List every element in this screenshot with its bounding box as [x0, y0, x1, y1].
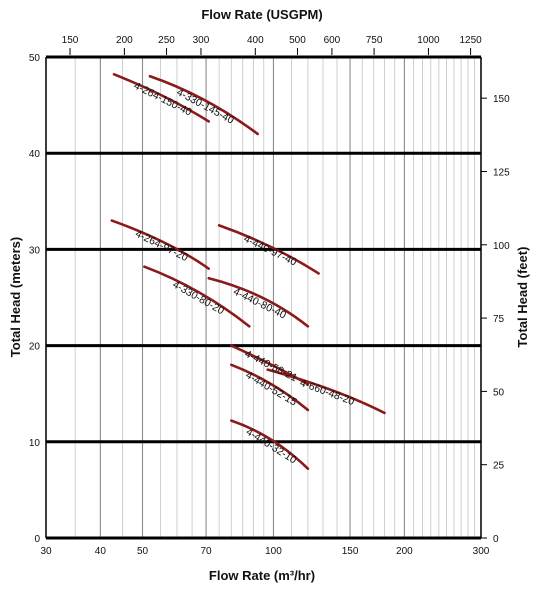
- y-left-tick-label: 30: [29, 245, 41, 256]
- x-top-tick-label: 1000: [417, 35, 440, 46]
- x-top-tick-label: 200: [116, 35, 133, 46]
- y-axis-left-title: Total Head (meters): [8, 237, 23, 357]
- x-bottom-tick-label: 100: [265, 546, 282, 557]
- x-top-tick-label: 150: [62, 35, 79, 46]
- x-bottom-tick-label: 50: [137, 546, 149, 557]
- x-axis-bottom-title: Flow Rate (m³/hr): [209, 568, 315, 583]
- pump-curve: [229, 363, 310, 412]
- x-top-tick-label: 600: [324, 35, 341, 46]
- x-top-tick-label: 750: [366, 35, 383, 46]
- y-axis-right-title: Total Head (feet): [515, 247, 530, 348]
- pump-curve: [143, 265, 251, 328]
- x-bottom-tick-label: 150: [342, 546, 359, 557]
- y-left-tick-label: 40: [29, 149, 41, 160]
- pump-curves: [110, 73, 386, 471]
- y-right-tick-label: 50: [493, 387, 505, 398]
- pump-curve: [217, 224, 320, 275]
- x-top-tick-label: 1250: [459, 35, 482, 46]
- y-right-tick-label: 75: [493, 314, 505, 325]
- x-bottom-tick-label: 200: [396, 546, 413, 557]
- y-right-tick-label: 125: [493, 167, 510, 178]
- pump-curve: [148, 74, 259, 136]
- y-left-tick-label: 10: [29, 438, 41, 449]
- x-bottom-tick-label: 40: [95, 546, 107, 557]
- y-right-tick-label: 0: [493, 534, 499, 545]
- x-top-tick-label: 250: [158, 35, 175, 46]
- x-top-tick-label: 500: [289, 35, 306, 46]
- pump-curve: [207, 276, 310, 328]
- pump-curve: [266, 368, 386, 415]
- y-right-tick-label: 25: [493, 461, 505, 472]
- x-top-tick-label: 300: [193, 35, 210, 46]
- pump-curve: [112, 73, 211, 123]
- pump-curve: [229, 419, 310, 471]
- major-gridlines: [45, 55, 482, 540]
- x-bottom-tick-label: 30: [40, 546, 52, 557]
- y-right-tick-label: 100: [493, 241, 510, 252]
- x-top-tick-label: 400: [247, 35, 264, 46]
- x-bottom-tick-label: 300: [473, 546, 490, 557]
- x-axis-top-title: Flow Rate (USGPM): [201, 7, 322, 22]
- pump-curve: [110, 219, 211, 270]
- y-left-tick-label: 50: [29, 53, 41, 64]
- x-bottom-tick-label: 70: [201, 546, 213, 557]
- y-left-tick-label: 0: [34, 534, 40, 545]
- y-right-tick-label: 150: [493, 94, 510, 105]
- y-left-tick-label: 20: [29, 342, 41, 353]
